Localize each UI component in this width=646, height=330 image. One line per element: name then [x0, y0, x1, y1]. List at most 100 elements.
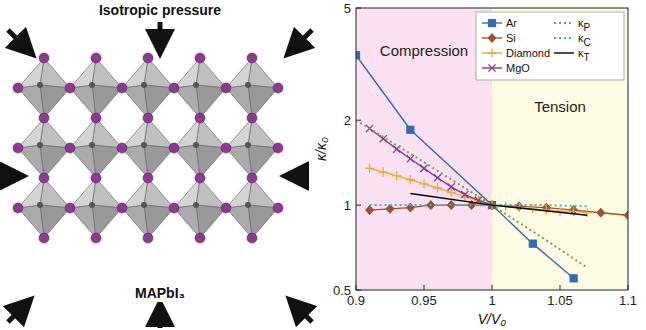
- iodide-atom: [247, 53, 257, 63]
- iodide-atom: [65, 143, 75, 153]
- iodide-atom: [195, 173, 205, 183]
- x-tick-label: 1.05: [547, 293, 572, 308]
- data-point: [583, 208, 592, 217]
- pressure-arrow: [4, 174, 14, 179]
- iodide-atom: [13, 203, 23, 213]
- x-tick-label: 1.1: [619, 293, 637, 308]
- iodide-atom: [143, 53, 153, 63]
- legend-swatch: [554, 37, 574, 39]
- data-point: [379, 168, 388, 177]
- iodide-atom: [65, 203, 75, 213]
- iodide-atom: [39, 113, 49, 123]
- diagram-title: Isotropic pressure: [99, 2, 221, 18]
- iodide-atom: [169, 203, 179, 213]
- legend-box: [476, 12, 624, 80]
- legend-label: Diamond: [506, 47, 550, 59]
- pb-atom: [141, 142, 147, 148]
- data-point: [407, 126, 414, 133]
- data-point: [448, 183, 455, 190]
- legend-label: κP: [578, 17, 591, 33]
- region: [356, 8, 492, 290]
- iodide-atom: [221, 143, 231, 153]
- octahedron-face: [174, 118, 200, 148]
- octahedron-face: [70, 178, 96, 208]
- iodide-atom: [117, 143, 127, 153]
- data-point: [597, 208, 605, 217]
- label-backdrop: [133, 284, 187, 302]
- pb-atom: [89, 202, 95, 208]
- regions: [356, 8, 628, 290]
- series-group: [356, 52, 628, 282]
- series-line: [370, 128, 492, 205]
- region-label: Compression: [380, 42, 468, 59]
- iodide-atom: [247, 173, 257, 183]
- pressure-arrow: [294, 174, 306, 179]
- iodide-atom: [221, 83, 231, 93]
- data-point: [434, 174, 441, 181]
- iodide-atom: [65, 83, 75, 93]
- x-tick-label: 0.95: [411, 293, 436, 308]
- data-point: [406, 175, 415, 184]
- octahedron-face: [174, 178, 200, 208]
- data-point: [529, 240, 536, 247]
- iodide-atom: [91, 113, 101, 123]
- octahedron-face: [70, 118, 96, 148]
- iodide-atom: [39, 173, 49, 183]
- legend: ArSiDiamondMgOκPκCκT: [476, 12, 624, 80]
- series-line: [410, 193, 587, 215]
- pb-atom: [89, 142, 95, 148]
- octahedron-face: [18, 178, 44, 208]
- data-point: [461, 191, 468, 198]
- iodide-atom: [13, 143, 23, 153]
- y-tick-label: 1: [344, 198, 351, 213]
- x-axis-title: V/V₀: [478, 311, 507, 327]
- octahedron-face: [174, 58, 200, 88]
- plot-background: [356, 8, 628, 290]
- legend-label: Ar: [506, 17, 517, 29]
- legend-marker: [488, 64, 495, 71]
- y-tick-label: 2: [344, 113, 351, 128]
- pb-atom: [89, 82, 95, 88]
- data-point: [407, 155, 414, 162]
- y-axis-title: κ/κ₀: [313, 137, 329, 161]
- legend-label: MgO: [506, 62, 530, 74]
- data-point: [392, 171, 401, 180]
- data-point: [433, 183, 442, 192]
- data-point: [570, 275, 577, 282]
- pb-atom: [37, 142, 43, 148]
- series-line: [370, 168, 588, 212]
- diagram-label: MAPbI₃: [135, 285, 185, 301]
- data-point: [366, 206, 374, 215]
- iodide-atom: [169, 143, 179, 153]
- iodide-atom: [143, 173, 153, 183]
- crystal-diagram: Isotropic pressure MAPbI₃: [4, 2, 312, 328]
- pb-atom: [37, 82, 43, 88]
- legend-swatch: [554, 52, 574, 53]
- iodide-atom: [273, 143, 283, 153]
- region-label: Tension: [534, 98, 586, 115]
- iodide-atom: [117, 83, 127, 93]
- octahedron-face: [70, 58, 96, 88]
- y-tick-label: 0.5: [333, 283, 351, 298]
- octahedron-face: [18, 118, 44, 148]
- pb-atom: [141, 202, 147, 208]
- pressure-arrow: [294, 30, 312, 48]
- iodide-atom: [221, 203, 231, 213]
- chart: 0.90.9511.051.10.5125V/V₀κ/κ₀Compression…: [313, 1, 637, 328]
- legend-label: Si: [506, 32, 516, 44]
- iodide-atom: [117, 203, 127, 213]
- pressure-arrow: [158, 312, 163, 328]
- plot-frame: [356, 8, 628, 290]
- legend-marker: [488, 49, 497, 58]
- octahedron-face: [122, 178, 148, 208]
- iodide-atom: [195, 233, 205, 243]
- data-point: [420, 179, 429, 188]
- iodide-atom: [13, 83, 23, 93]
- figure: Isotropic pressureMAPbI₃0.90.9511.051.10…: [0, 0, 646, 330]
- data-point: [356, 52, 360, 59]
- iodide-atom: [195, 113, 205, 123]
- pressure-arrow: [8, 30, 26, 48]
- octahedron-face: [226, 58, 252, 88]
- legend-swatch: [554, 22, 574, 24]
- pb-atom: [245, 202, 251, 208]
